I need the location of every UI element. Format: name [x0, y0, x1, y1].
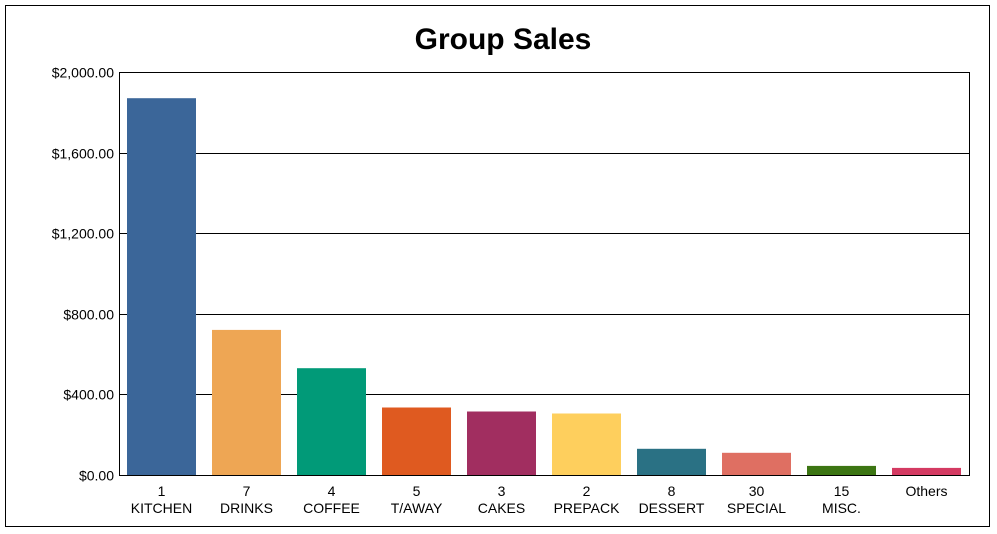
- y-axis-tick-labels: $0.00 $400.00 $800.00 $1,200.00 $1,600.00 $2,…: [52, 65, 115, 484]
- y-tick-label: $0.00: [79, 468, 114, 484]
- bar-coffee: [297, 368, 366, 475]
- x-category-code: 30: [749, 483, 765, 499]
- bar-t-away: [382, 407, 451, 475]
- x-category-name: MISC.: [822, 500, 861, 516]
- x-category-name: PREPACK: [554, 500, 621, 516]
- y-tick-label: $800.00: [63, 307, 114, 323]
- y-tick-label: $1,600.00: [52, 146, 114, 162]
- x-category-code: 4: [328, 483, 336, 499]
- x-category-name: T/AWAY: [391, 500, 443, 516]
- y-tick-label: $400.00: [63, 387, 114, 403]
- bar-dessert: [637, 448, 706, 475]
- x-category-name: KITCHEN: [131, 500, 192, 516]
- bar-special: [722, 452, 791, 475]
- bars: [127, 98, 961, 475]
- bar-cakes: [467, 411, 536, 475]
- bar-kitchen: [127, 98, 196, 475]
- x-category-name: Others: [905, 483, 947, 499]
- y-tick-label: $1,200.00: [52, 226, 114, 242]
- x-category-code: 7: [243, 483, 251, 499]
- bar-chart: Group Sales $0.00 $400.00 $800.00 $1,200.00…: [52, 23, 970, 516]
- x-category-name: DESSERT: [639, 500, 705, 516]
- x-category-code: 8: [668, 483, 676, 499]
- chart-title: Group Sales: [415, 23, 592, 56]
- plot-area-border: [119, 72, 970, 476]
- x-category-name: DRINKS: [220, 500, 273, 516]
- bar-others: [892, 467, 961, 475]
- chart-frame: Group Sales $0.00 $400.00 $800.00 $1,200.00…: [5, 5, 990, 527]
- x-category-code: 1: [158, 483, 166, 499]
- x-category-name: CAKES: [478, 500, 525, 516]
- bar-prepack: [552, 413, 621, 475]
- x-category-code: 2: [583, 483, 591, 499]
- x-category-code: 5: [413, 483, 421, 499]
- x-category-code: 15: [834, 483, 850, 499]
- bar-drinks: [212, 329, 281, 475]
- x-category-code: 3: [498, 483, 506, 499]
- y-tick-label: $2,000.00: [52, 65, 114, 81]
- bar-misc: [807, 465, 876, 475]
- x-category-name: COFFEE: [303, 500, 360, 516]
- x-category-name: SPECIAL: [727, 500, 786, 516]
